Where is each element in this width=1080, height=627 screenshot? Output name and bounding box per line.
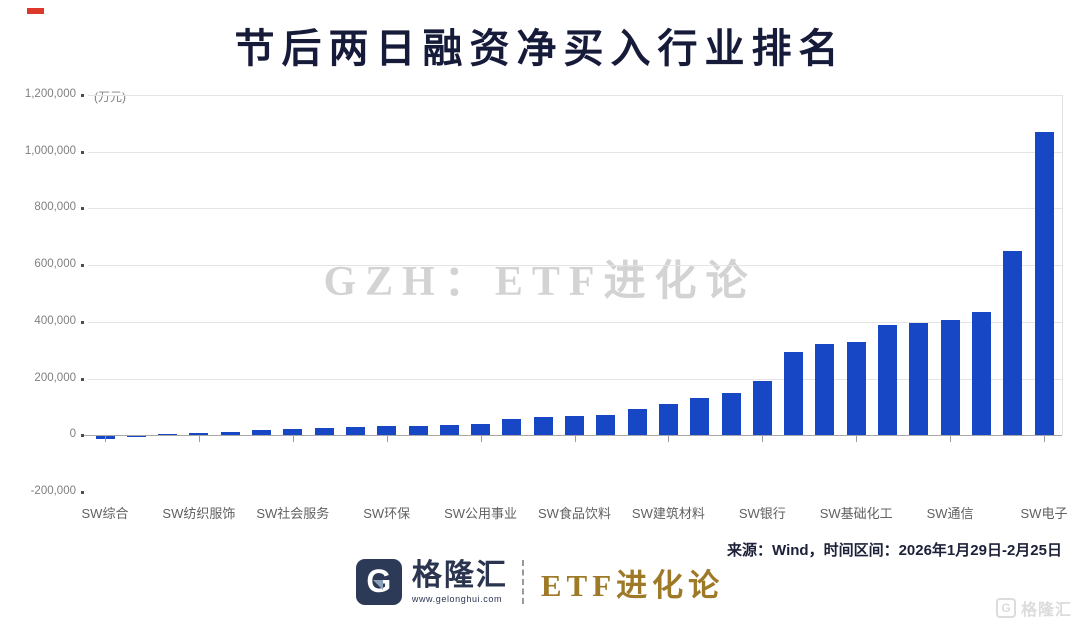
y-axis-tick-label: -200,000 — [30, 485, 76, 497]
bar — [846, 341, 866, 436]
x-axis-tick-mark — [105, 436, 106, 443]
y-axis-tick-mark — [81, 150, 84, 154]
brand-url: www.gelonghui.com — [411, 593, 503, 604]
x-axis-tick-mark — [1044, 436, 1045, 443]
bar — [439, 425, 459, 436]
x-axis-tick-mark — [386, 436, 388, 443]
bar — [283, 428, 303, 436]
y-gridline — [88, 265, 1062, 267]
y-axis-tick-mark — [81, 377, 84, 381]
x-axis-tick-mark — [198, 436, 200, 443]
bar — [471, 423, 491, 436]
bar — [126, 436, 146, 438]
page-title: 节后两日融资净买入行业排名 — [234, 27, 846, 71]
logo-triangle-icon — [372, 580, 383, 590]
bar — [815, 343, 835, 436]
x-axis-category-label: SW电子 — [1020, 506, 1068, 521]
bar — [878, 324, 897, 436]
x-axis-tick-mark — [574, 436, 576, 443]
y-gridline — [88, 378, 1062, 380]
y-axis-tick-label: 200,000 — [34, 371, 76, 384]
chart-watermark: GZH：ETF进化论 — [323, 259, 757, 305]
bar — [721, 392, 741, 436]
x-axis-category-label: SW环保 — [363, 506, 411, 521]
bar — [533, 416, 553, 436]
y-gridline — [88, 95, 1062, 96]
bar — [909, 323, 929, 436]
footer-logo: G 格隆汇 www.gelonghui.com ETF进化论 — [0, 559, 1080, 605]
x-axis-tick-mark — [480, 436, 482, 443]
bar — [189, 433, 209, 436]
x-axis-category-label: SW建筑材料 — [631, 506, 705, 521]
bar — [940, 320, 960, 436]
x-axis-tick-mark — [668, 436, 670, 443]
brand-column: 格隆汇 www.gelonghui.com — [412, 560, 508, 604]
bar — [1034, 131, 1054, 436]
y-gridline — [88, 321, 1062, 323]
y-axis-tick-label: 1,000,000 — [24, 144, 76, 157]
bar — [690, 398, 710, 436]
y-axis-tick-label: 600,000 — [34, 258, 76, 271]
bar — [408, 425, 428, 436]
bar — [1003, 250, 1023, 436]
bar — [971, 311, 991, 436]
x-axis-category-label: SW纺织服饰 — [162, 506, 236, 521]
y-axis-tick-label: 1,200,000 — [24, 88, 76, 100]
x-axis-category-label: SW通信 — [926, 506, 974, 521]
bar — [658, 404, 678, 436]
brand-name: 格隆汇 — [411, 559, 508, 593]
footer-divider — [521, 560, 524, 604]
y-axis-tick-mark — [81, 94, 84, 97]
bar — [314, 427, 334, 436]
x-axis-category-label: SW食品饮料 — [538, 506, 611, 521]
x-axis-tick-mark — [292, 436, 294, 443]
y-axis-tick-label: 400,000 — [34, 314, 76, 327]
y-axis-tick-label: 0 — [69, 428, 76, 441]
y-axis-tick-mark — [81, 207, 84, 211]
bar — [220, 432, 240, 436]
corner-watermark: G 格隆汇 — [995, 596, 1072, 620]
y-gridline — [88, 208, 1062, 210]
corner-brand-text: 格隆汇 — [1020, 602, 1072, 619]
y-gridline — [88, 151, 1062, 153]
x-axis-category-label: SW公用事业 — [444, 506, 518, 521]
bar — [627, 409, 647, 436]
x-axis-tick-mark — [950, 436, 952, 443]
x-axis-line — [84, 435, 1062, 437]
x-axis-category-label: SW银行 — [738, 506, 786, 521]
bar — [752, 380, 772, 436]
publication-name: ETF进化论 — [540, 567, 725, 603]
x-axis-category-label: SW基础化工 — [819, 506, 893, 521]
bar — [252, 429, 271, 436]
x-axis-tick-mark — [856, 436, 858, 443]
red-dash-mark — [27, 8, 44, 14]
y-axis-tick-mark — [81, 491, 84, 494]
bar — [784, 351, 804, 436]
bar — [596, 415, 616, 436]
plot-right-border — [1062, 95, 1063, 436]
y-axis-tick-mark — [81, 320, 84, 324]
x-axis-category-label: SW社会服务 — [256, 506, 330, 521]
y-axis-unit-label: (万元) — [94, 90, 126, 104]
bar — [565, 416, 584, 436]
y-axis-tick-label: 800,000 — [34, 201, 76, 214]
x-axis-tick-mark — [762, 436, 764, 443]
bar — [377, 426, 397, 436]
gelonghui-g-icon: G — [355, 559, 402, 605]
y-axis-tick-mark — [81, 434, 84, 438]
x-axis-category-label: SW综合 — [81, 506, 129, 521]
bar — [345, 427, 365, 436]
source-note: 来源：Wind，时间区间：2026年1月29日-2月25日 — [727, 542, 1062, 559]
bar — [502, 419, 522, 436]
corner-logo-icon: G — [995, 598, 1016, 618]
bar — [158, 434, 178, 436]
y-axis-tick-mark — [81, 264, 84, 268]
